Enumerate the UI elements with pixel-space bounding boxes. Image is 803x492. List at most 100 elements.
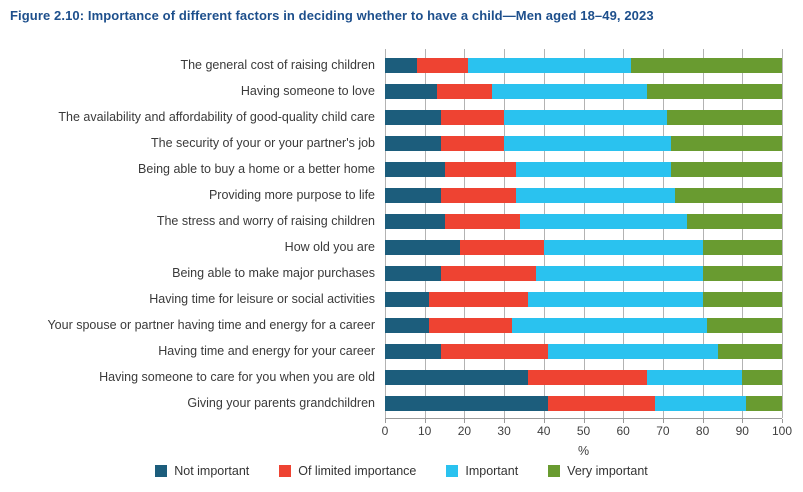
bar-segment-important bbox=[492, 83, 648, 99]
x-axis-label: % bbox=[577, 444, 590, 458]
x-axis-tick-label: 0 bbox=[381, 424, 389, 438]
category-label: How old you are bbox=[284, 240, 375, 254]
axis-tick bbox=[543, 419, 545, 423]
bar-segment-very-important bbox=[702, 291, 782, 307]
category-label: The security of your or your partner's j… bbox=[150, 136, 375, 150]
grid-line bbox=[623, 49, 625, 418]
bar-row: Having time and energy for your career bbox=[8, 338, 792, 364]
category-label: The stress and worry of raising children bbox=[156, 214, 375, 228]
x-axis-tick-labels: 0 10 20 30 40 50 60 70 80 90 100 bbox=[381, 424, 792, 440]
bar-row: Having someone to care for you when you … bbox=[8, 364, 792, 390]
category-label: Giving your parents grandchildren bbox=[187, 396, 375, 410]
axis-tick bbox=[702, 419, 704, 423]
bar-segment-very-important bbox=[742, 369, 782, 385]
bar-track bbox=[385, 369, 782, 385]
axis-tick bbox=[742, 419, 744, 423]
bar-segment-important bbox=[535, 265, 703, 281]
axis-tick bbox=[424, 419, 426, 423]
bar-segment-very-important bbox=[670, 161, 782, 177]
category-label: Having someone to care for you when you … bbox=[99, 370, 375, 384]
bar-track bbox=[385, 83, 782, 99]
x-axis-tick-label: 60 bbox=[616, 424, 630, 438]
axis-tick bbox=[504, 419, 506, 423]
bar-segment-not-important bbox=[385, 317, 429, 333]
grid-line bbox=[424, 49, 426, 418]
grid-line bbox=[782, 49, 783, 418]
bar-segment-very-important bbox=[706, 317, 782, 333]
bar-segment-very-important bbox=[702, 265, 782, 281]
bar-track bbox=[385, 161, 782, 177]
bar-segment-very-important bbox=[647, 83, 782, 99]
legend-swatch bbox=[279, 465, 292, 477]
bar-segment-not-important bbox=[385, 187, 441, 203]
x-axis-tick-label: 40 bbox=[537, 424, 551, 438]
bar-row: Giving your parents grandchildren bbox=[8, 390, 792, 416]
legend-swatch bbox=[548, 465, 561, 477]
bar-row: Being able to buy a home or a better hom… bbox=[8, 156, 792, 182]
legend-label: Important bbox=[465, 464, 519, 478]
bar-segment-not-important bbox=[385, 369, 528, 385]
grid-line bbox=[385, 49, 386, 418]
bar-segment-important bbox=[516, 187, 675, 203]
bar-segment-very-important bbox=[674, 187, 782, 203]
grid-line bbox=[583, 49, 585, 418]
bar-segment-important bbox=[519, 213, 687, 229]
bar-segment-of-limited-importance bbox=[440, 135, 505, 151]
bar-row: How old you are bbox=[8, 234, 792, 260]
legend-item: Very important bbox=[548, 464, 648, 478]
bar-segment-of-limited-importance bbox=[440, 343, 548, 359]
bar-row: The security of your or your partner's j… bbox=[8, 130, 792, 156]
bar-segment-of-limited-importance bbox=[444, 161, 516, 177]
bar-row: Having someone to love bbox=[8, 78, 792, 104]
bar-segment-of-limited-importance bbox=[428, 317, 513, 333]
bar-segment-not-important bbox=[385, 109, 441, 125]
bar-track bbox=[385, 187, 782, 203]
bar-track bbox=[385, 317, 782, 333]
grid-line bbox=[742, 49, 744, 418]
category-label: The availability and affordability of go… bbox=[58, 110, 375, 124]
bar-segment-of-limited-importance bbox=[440, 187, 516, 203]
bar-segment-of-limited-importance bbox=[428, 291, 528, 307]
bar-segment-not-important bbox=[385, 395, 548, 411]
bar-segment-important bbox=[654, 395, 747, 411]
bar-row: Providing more purpose to life bbox=[8, 182, 792, 208]
stacked-bar-chart: The general cost of raising children Havi… bbox=[8, 49, 792, 458]
axis-tick bbox=[583, 419, 585, 423]
bar-row: Having time for leisure or social activi… bbox=[8, 286, 792, 312]
x-axis-tick-label: 100 bbox=[771, 424, 793, 438]
figure-title: Figure 2.10: Importance of different fac… bbox=[10, 8, 654, 23]
bar-track bbox=[385, 109, 782, 125]
category-label: Having someone to love bbox=[240, 84, 375, 98]
bar-segment-important bbox=[468, 57, 632, 73]
axis-tick bbox=[782, 419, 783, 423]
bar-segment-of-limited-importance bbox=[436, 83, 493, 99]
bar-segment-of-limited-importance bbox=[527, 369, 647, 385]
grid-line bbox=[702, 49, 704, 418]
legend-swatch bbox=[446, 465, 459, 477]
legend-item: Important bbox=[446, 464, 518, 478]
x-axis-tick-label: 90 bbox=[735, 424, 749, 438]
bar-segment-not-important bbox=[385, 239, 461, 255]
bar-track bbox=[385, 291, 782, 307]
bar-track bbox=[385, 239, 782, 255]
bar-segment-of-limited-importance bbox=[444, 213, 520, 229]
bar-segment-important bbox=[504, 109, 667, 125]
legend-label: Very important bbox=[567, 464, 648, 478]
category-label: Being able to buy a home or a better hom… bbox=[138, 162, 375, 176]
bar-segment-important bbox=[527, 291, 703, 307]
axis-tick bbox=[385, 419, 386, 423]
bar-segment-not-important bbox=[385, 83, 437, 99]
x-axis-tick-label: 20 bbox=[457, 424, 472, 438]
bar-segment-important bbox=[504, 135, 671, 151]
bar-segment-not-important bbox=[385, 343, 441, 359]
bar-row: The general cost of raising children bbox=[8, 52, 792, 78]
axis-tick bbox=[464, 419, 466, 423]
bar-track bbox=[385, 395, 782, 411]
bar-segment-very-important bbox=[702, 239, 782, 255]
category-label: The general cost of raising children bbox=[180, 58, 375, 72]
bar-track bbox=[385, 135, 782, 151]
x-axis-tick-label: 10 bbox=[418, 424, 432, 438]
bar-row: The availability and affordability of go… bbox=[8, 104, 792, 130]
x-axis-tick-label: 70 bbox=[656, 424, 670, 438]
legend-label: Of limited importance bbox=[298, 464, 417, 478]
